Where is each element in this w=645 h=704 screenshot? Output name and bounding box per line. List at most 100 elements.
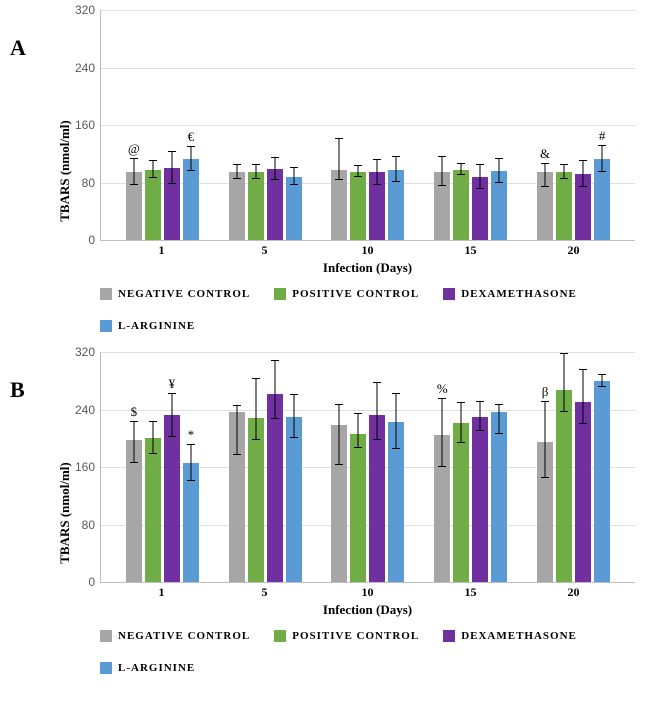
error-cap xyxy=(233,178,241,179)
error-cap xyxy=(335,404,343,405)
error-bar xyxy=(499,405,500,434)
error-cap xyxy=(457,163,465,164)
bar xyxy=(594,381,610,582)
legend-label: NEGATIVE CONTROL xyxy=(118,630,250,642)
error-bar xyxy=(442,399,443,467)
error-bar xyxy=(339,405,340,465)
error-bar xyxy=(293,395,294,438)
error-bar xyxy=(152,422,153,454)
legend-item: NEGATIVE CONTROL xyxy=(100,288,250,300)
error-bar xyxy=(274,361,275,419)
panel-b: B TBARS (nmol/ml) 080160240320$¥*%β 1510… xyxy=(10,352,635,674)
error-cap xyxy=(187,480,195,481)
error-cap xyxy=(233,164,241,165)
chart-a: TBARS (nmol/ml) 080160240320@€&# 1510152… xyxy=(45,10,635,332)
error-cap xyxy=(290,394,298,395)
bar xyxy=(472,417,488,582)
error-bar xyxy=(461,403,462,443)
error-cap xyxy=(271,179,279,180)
error-cap xyxy=(598,386,606,387)
error-cap xyxy=(598,374,606,375)
error-cap xyxy=(354,447,362,448)
ytick-label: 80 xyxy=(82,176,95,190)
legend-label: L-ARGININE xyxy=(118,662,195,674)
error-cap xyxy=(476,430,484,431)
error-cap xyxy=(438,156,446,157)
bar xyxy=(434,172,450,240)
significance-marker: $ xyxy=(131,404,138,420)
chart-b-ylabel: TBARS (nmol/ml) xyxy=(57,462,73,563)
bar-group: β xyxy=(537,352,610,582)
error-bar xyxy=(255,379,256,440)
bar xyxy=(331,425,347,582)
legend-item: L-ARGININE xyxy=(100,662,195,674)
legend-swatch xyxy=(100,320,112,332)
error-cap xyxy=(392,448,400,449)
xtick-label: 1 xyxy=(122,585,202,600)
significance-marker: ¥ xyxy=(169,376,176,392)
significance-marker: & xyxy=(540,146,550,162)
bar xyxy=(453,423,469,582)
panel-a-label: A xyxy=(10,35,26,61)
legend-item: DEXAMETHASONE xyxy=(443,288,577,300)
bar xyxy=(267,169,283,240)
error-cap xyxy=(168,393,176,394)
bar xyxy=(369,172,385,240)
legend-swatch xyxy=(100,288,112,300)
error-cap xyxy=(438,398,446,399)
bar xyxy=(388,422,404,582)
error-cap xyxy=(457,174,465,175)
legend-label: DEXAMETHASONE xyxy=(461,630,577,642)
error-bar xyxy=(190,445,191,481)
chart-b-xlabel: Infection (Days) xyxy=(100,602,635,618)
error-cap xyxy=(233,405,241,406)
bar xyxy=(286,177,302,240)
bar-groups: @€ & # xyxy=(101,10,635,240)
error-cap xyxy=(392,393,400,394)
error-bar xyxy=(152,161,153,178)
bar-group: % xyxy=(434,352,507,582)
legend-swatch xyxy=(443,630,455,642)
error-cap xyxy=(541,401,549,402)
ytick-label: 240 xyxy=(75,61,95,75)
bar xyxy=(145,170,161,240)
bar xyxy=(575,402,591,582)
ytick-label: 0 xyxy=(88,575,95,589)
bar-group: @€ xyxy=(126,10,199,240)
error-cap xyxy=(598,171,606,172)
error-cap xyxy=(149,177,157,178)
panel-a: A TBARS (nmol/ml) 080160240320@€&# 15101… xyxy=(10,10,635,332)
error-bar xyxy=(545,402,546,477)
error-cap xyxy=(149,421,157,422)
error-bar xyxy=(377,383,378,441)
error-cap xyxy=(373,439,381,440)
error-bar xyxy=(480,165,481,189)
error-bar xyxy=(545,164,546,187)
error-cap xyxy=(130,184,138,185)
xtick-label: 20 xyxy=(534,243,614,258)
error-cap xyxy=(290,437,298,438)
chart-a-plot: 080160240320@€&# xyxy=(100,10,635,241)
legend-label: NEGATIVE CONTROL xyxy=(118,288,250,300)
error-bar xyxy=(171,394,172,437)
error-bar xyxy=(499,159,500,183)
error-cap xyxy=(438,185,446,186)
error-cap xyxy=(373,184,381,185)
bar xyxy=(453,170,469,240)
xtick-label: 10 xyxy=(328,243,408,258)
chart-b-xticks: 15101520 xyxy=(100,583,635,600)
significance-marker: # xyxy=(599,128,606,144)
ytick-label: 160 xyxy=(75,118,95,132)
error-cap xyxy=(130,462,138,463)
error-cap xyxy=(252,178,260,179)
bar xyxy=(575,174,591,240)
error-cap xyxy=(187,444,195,445)
error-cap xyxy=(598,145,606,146)
error-cap xyxy=(149,160,157,161)
error-cap xyxy=(476,188,484,189)
legend-label: DEXAMETHASONE xyxy=(461,288,577,300)
legend-swatch xyxy=(100,630,112,642)
bar xyxy=(350,434,366,582)
error-bar xyxy=(171,152,172,184)
significance-marker: % xyxy=(437,381,448,397)
